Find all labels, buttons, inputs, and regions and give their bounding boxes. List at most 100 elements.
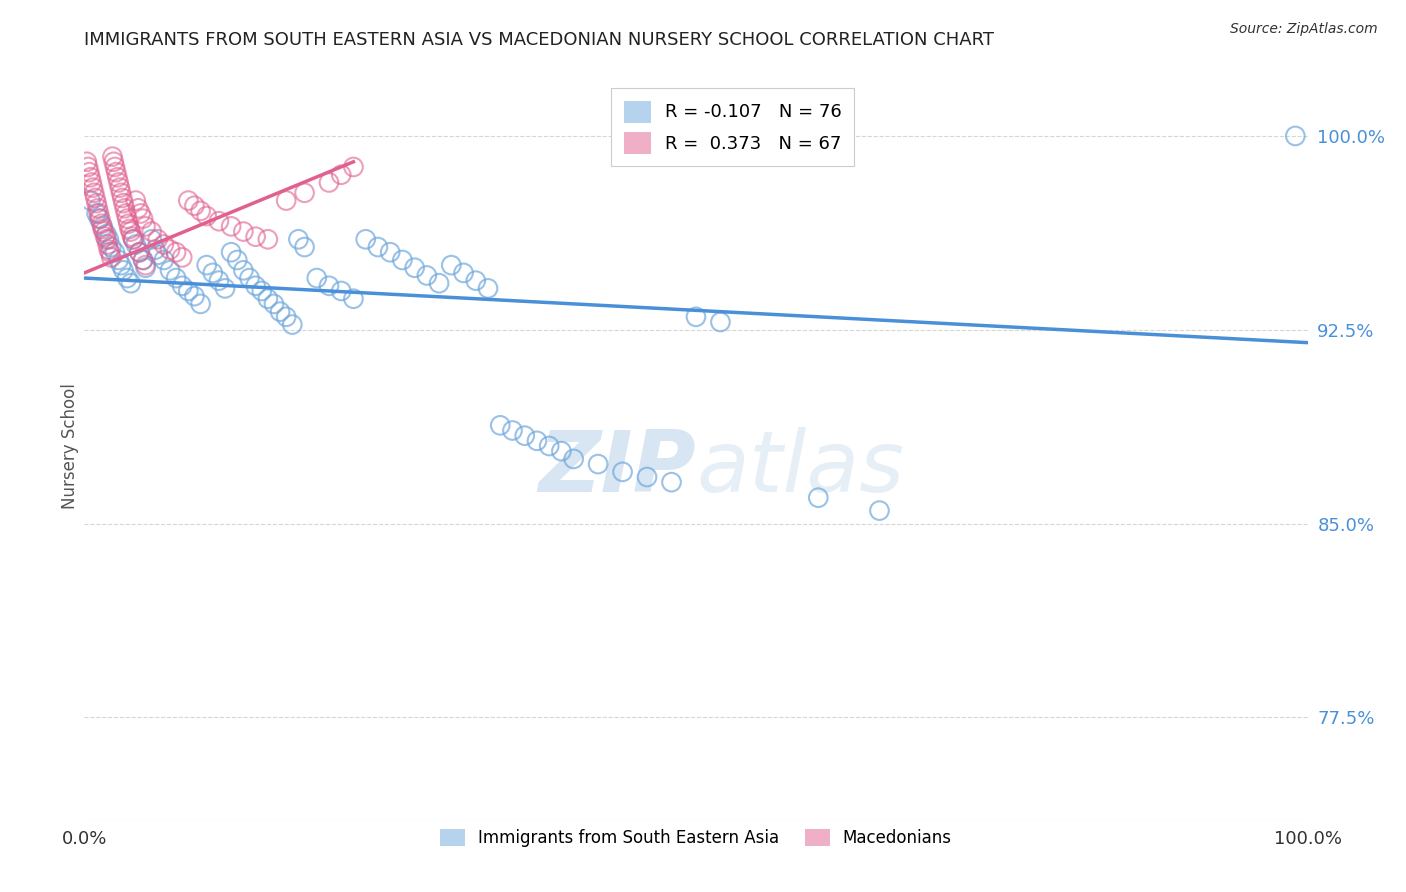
Point	[201, 266, 224, 280]
Point	[477, 281, 499, 295]
Point	[111, 191, 134, 205]
Point	[276, 194, 298, 208]
Point	[342, 292, 364, 306]
Point	[250, 284, 273, 298]
Point	[132, 252, 155, 267]
Point	[112, 263, 135, 277]
Point	[226, 252, 249, 267]
Point	[195, 258, 218, 272]
Point	[135, 260, 157, 275]
Point	[318, 176, 340, 190]
Point	[245, 278, 267, 293]
Point	[105, 170, 128, 185]
Point	[177, 284, 200, 298]
Point	[526, 434, 548, 448]
Point	[115, 211, 138, 226]
Point	[172, 278, 194, 293]
Point	[110, 258, 132, 272]
Point	[114, 202, 136, 216]
Point	[538, 439, 561, 453]
Point	[330, 284, 353, 298]
Y-axis label: Nursery School: Nursery School	[60, 383, 79, 509]
Point	[318, 278, 340, 293]
Point	[294, 186, 316, 200]
Point	[91, 222, 114, 236]
Point	[807, 491, 830, 505]
Point	[110, 186, 132, 200]
Point	[257, 292, 280, 306]
Point	[86, 206, 108, 220]
Point	[636, 470, 658, 484]
Point	[79, 170, 101, 185]
Point	[100, 251, 122, 265]
Point	[165, 245, 187, 260]
Point	[104, 245, 127, 260]
Point	[87, 211, 110, 226]
Point	[342, 160, 364, 174]
Point	[550, 444, 572, 458]
Point	[100, 240, 122, 254]
Point	[89, 211, 111, 226]
Point	[135, 219, 157, 234]
Point	[153, 237, 176, 252]
Text: atlas: atlas	[696, 427, 904, 510]
Point	[281, 318, 304, 332]
Point	[121, 229, 143, 244]
Point	[115, 206, 138, 220]
Point	[125, 194, 148, 208]
Point	[112, 196, 135, 211]
Point	[146, 232, 169, 246]
Point	[143, 243, 166, 257]
Point	[97, 237, 120, 252]
Point	[98, 245, 121, 260]
Point	[125, 237, 148, 252]
Point	[101, 150, 124, 164]
Point	[183, 199, 205, 213]
Point	[502, 424, 524, 438]
Point	[159, 243, 181, 257]
Point	[190, 297, 212, 311]
Point	[294, 240, 316, 254]
Point	[128, 245, 150, 260]
Point	[104, 160, 127, 174]
Point	[115, 271, 138, 285]
Point	[416, 268, 439, 283]
Point	[612, 465, 634, 479]
Point	[80, 176, 103, 190]
Point	[165, 271, 187, 285]
Point	[269, 304, 291, 318]
Point	[87, 206, 110, 220]
Point	[93, 225, 115, 239]
Point	[107, 252, 129, 267]
Point	[132, 252, 155, 267]
Point	[440, 258, 463, 272]
Point	[135, 258, 157, 272]
Point	[120, 277, 142, 291]
Point	[128, 245, 150, 260]
Point	[305, 271, 328, 285]
Legend: Immigrants from South Eastern Asia, Macedonians: Immigrants from South Eastern Asia, Mace…	[433, 822, 959, 854]
Point	[82, 180, 104, 194]
Point	[489, 418, 512, 433]
Point	[869, 503, 891, 517]
Point	[453, 266, 475, 280]
Point	[208, 274, 231, 288]
Point	[141, 225, 163, 239]
Point	[86, 196, 108, 211]
Point	[97, 232, 120, 246]
Point	[513, 428, 536, 442]
Text: ZIP: ZIP	[538, 427, 696, 510]
Point	[141, 232, 163, 246]
Point	[367, 240, 389, 254]
Point	[87, 202, 110, 216]
Point	[153, 252, 176, 267]
Point	[91, 219, 114, 234]
Point	[276, 310, 298, 324]
Point	[263, 297, 285, 311]
Point	[586, 457, 609, 471]
Point	[122, 232, 145, 246]
Point	[117, 217, 139, 231]
Point	[94, 229, 117, 244]
Point	[1284, 128, 1306, 143]
Point	[404, 260, 426, 275]
